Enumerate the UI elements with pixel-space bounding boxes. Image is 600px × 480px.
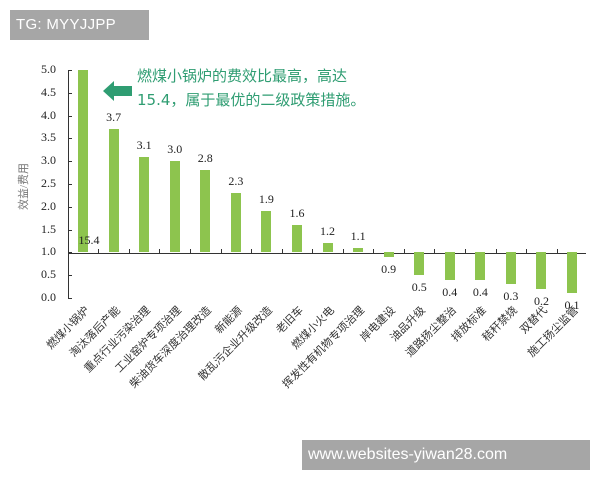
y-tick-mark [68, 298, 72, 299]
value-label: 0.4 [442, 284, 458, 299]
bar [475, 252, 486, 280]
x-tick-mark [526, 249, 527, 253]
value-label: 0.3 [503, 289, 519, 304]
bar [567, 252, 577, 294]
bar [139, 156, 150, 253]
y-tick-mark [68, 275, 72, 276]
bar [322, 243, 333, 253]
y-tick-label: 0.5 [41, 267, 56, 282]
bar [353, 247, 364, 253]
x-tick-mark [221, 249, 222, 253]
value-label: 2.3 [228, 174, 244, 189]
y-tick-mark [68, 184, 72, 185]
y-tick-mark [68, 138, 72, 139]
value-label: 0.1 [564, 298, 580, 313]
bar [291, 225, 302, 253]
value-label: 1.1 [350, 228, 366, 243]
bar [444, 252, 455, 280]
x-tick-mark [190, 249, 191, 253]
y-tick-mark [68, 70, 72, 71]
x-tick-mark [282, 249, 283, 253]
y-tick-mark [68, 93, 72, 94]
x-tick-mark [129, 249, 130, 253]
bar [78, 70, 88, 253]
y-tick-label: 1.0 [41, 244, 56, 259]
watermark-bottom: www.websites-yiwan28.com [302, 440, 590, 470]
value-label: 15.4 [78, 233, 100, 248]
x-tick-mark [557, 249, 558, 253]
y-tick-label: 4.5 [41, 84, 56, 99]
value-label: 3.7 [106, 110, 122, 125]
y-tick-mark [68, 252, 72, 253]
bar [200, 170, 211, 253]
value-label: 2.8 [197, 151, 213, 166]
annotation-line-1: 燃煤小锅炉的费效比最高，高达 [137, 67, 348, 85]
value-label: 0.9 [381, 261, 397, 276]
y-tick-label: 2.0 [41, 198, 56, 213]
y-tick-mark [68, 161, 72, 162]
y-tick-label: 1.5 [41, 221, 56, 236]
value-label: 0.4 [472, 284, 488, 299]
y-tick-label: 3.0 [41, 153, 56, 168]
value-label: 1.2 [320, 224, 335, 239]
y-tick-mark [68, 207, 72, 208]
x-tick-mark [312, 249, 313, 253]
bar [169, 161, 180, 253]
bar [108, 129, 119, 253]
bar [230, 193, 241, 253]
bar [261, 211, 272, 253]
y-tick-mark [68, 116, 72, 117]
bar [536, 252, 547, 289]
x-tick-mark [159, 249, 160, 253]
x-tick-mark [496, 249, 497, 253]
y-tick-label: 3.5 [41, 130, 56, 145]
y-tick-label: 4.0 [41, 107, 56, 122]
y-tick-mark [68, 230, 72, 231]
value-label: 0.5 [411, 280, 427, 295]
x-tick-mark [251, 249, 252, 253]
x-tick-mark [434, 249, 435, 253]
x-tick-mark [343, 249, 344, 253]
annotation-callout: 燃煤小锅炉的费效比最高，高达 15.4，属于最优的二级政策措施。 [137, 64, 365, 112]
value-label: 0.2 [533, 293, 549, 308]
x-tick-mark [98, 249, 99, 253]
y-tick-label: 0.0 [41, 290, 56, 304]
y-tick-label: 5.0 [41, 62, 56, 76]
value-label: 1.6 [289, 206, 305, 221]
x-tick-mark [373, 249, 374, 253]
x-tick-mark [404, 249, 405, 253]
value-label: 3.0 [167, 142, 183, 157]
annotation-line-2: 15.4，属于最优的二级政策措施。 [137, 91, 366, 109]
bar [414, 252, 425, 276]
bar [505, 252, 516, 285]
x-axis-line [68, 253, 586, 254]
y-tick-label: 2.5 [41, 176, 56, 190]
arrow-left-icon [103, 81, 132, 101]
value-label: 1.9 [258, 192, 274, 207]
value-label: 3.1 [136, 137, 152, 152]
bar [383, 252, 394, 257]
watermark-top: TG: MYYJJPP [10, 10, 149, 40]
x-tick-mark [465, 249, 466, 253]
y-axis-label: 效益/费用 [18, 162, 30, 210]
